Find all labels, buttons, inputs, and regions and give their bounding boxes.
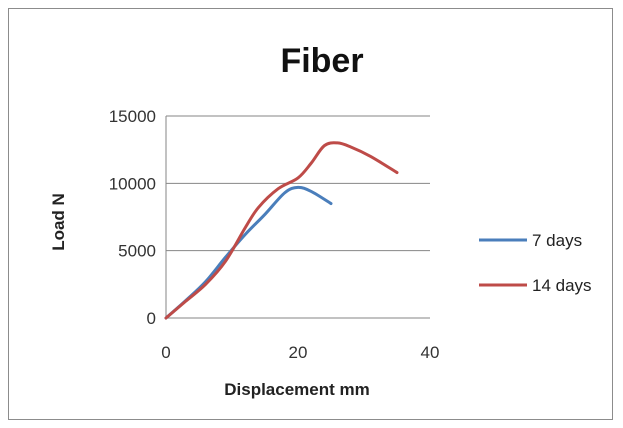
y-tick-label: 15000 [109,107,156,126]
x-tick-label: 0 [161,343,170,362]
legend-label: 7 days [532,231,582,250]
y-tick-label: 10000 [109,174,156,193]
y-axis-ticks: 0 5000 10000 15000 [109,107,156,328]
legend-label: 14 days [532,276,592,295]
y-tick-label: 0 [147,309,156,328]
chart-frame [8,8,613,420]
x-axis-label: Displacement mm [224,380,370,399]
x-axis-ticks: 0 20 40 [161,343,439,362]
y-tick-label: 5000 [118,242,156,261]
series-lines [164,141,399,320]
x-tick-label: 40 [421,343,440,362]
x-tick-label: 20 [289,343,308,362]
y-axis-label: Load N [49,193,68,251]
gridlines [166,115,430,252]
legend: 7 days 14 days [479,231,592,295]
legend-item: 14 days [479,276,592,295]
chart-title: Fiber [280,42,363,80]
series-line-2 [164,141,399,320]
legend-item: 7 days [479,231,582,250]
